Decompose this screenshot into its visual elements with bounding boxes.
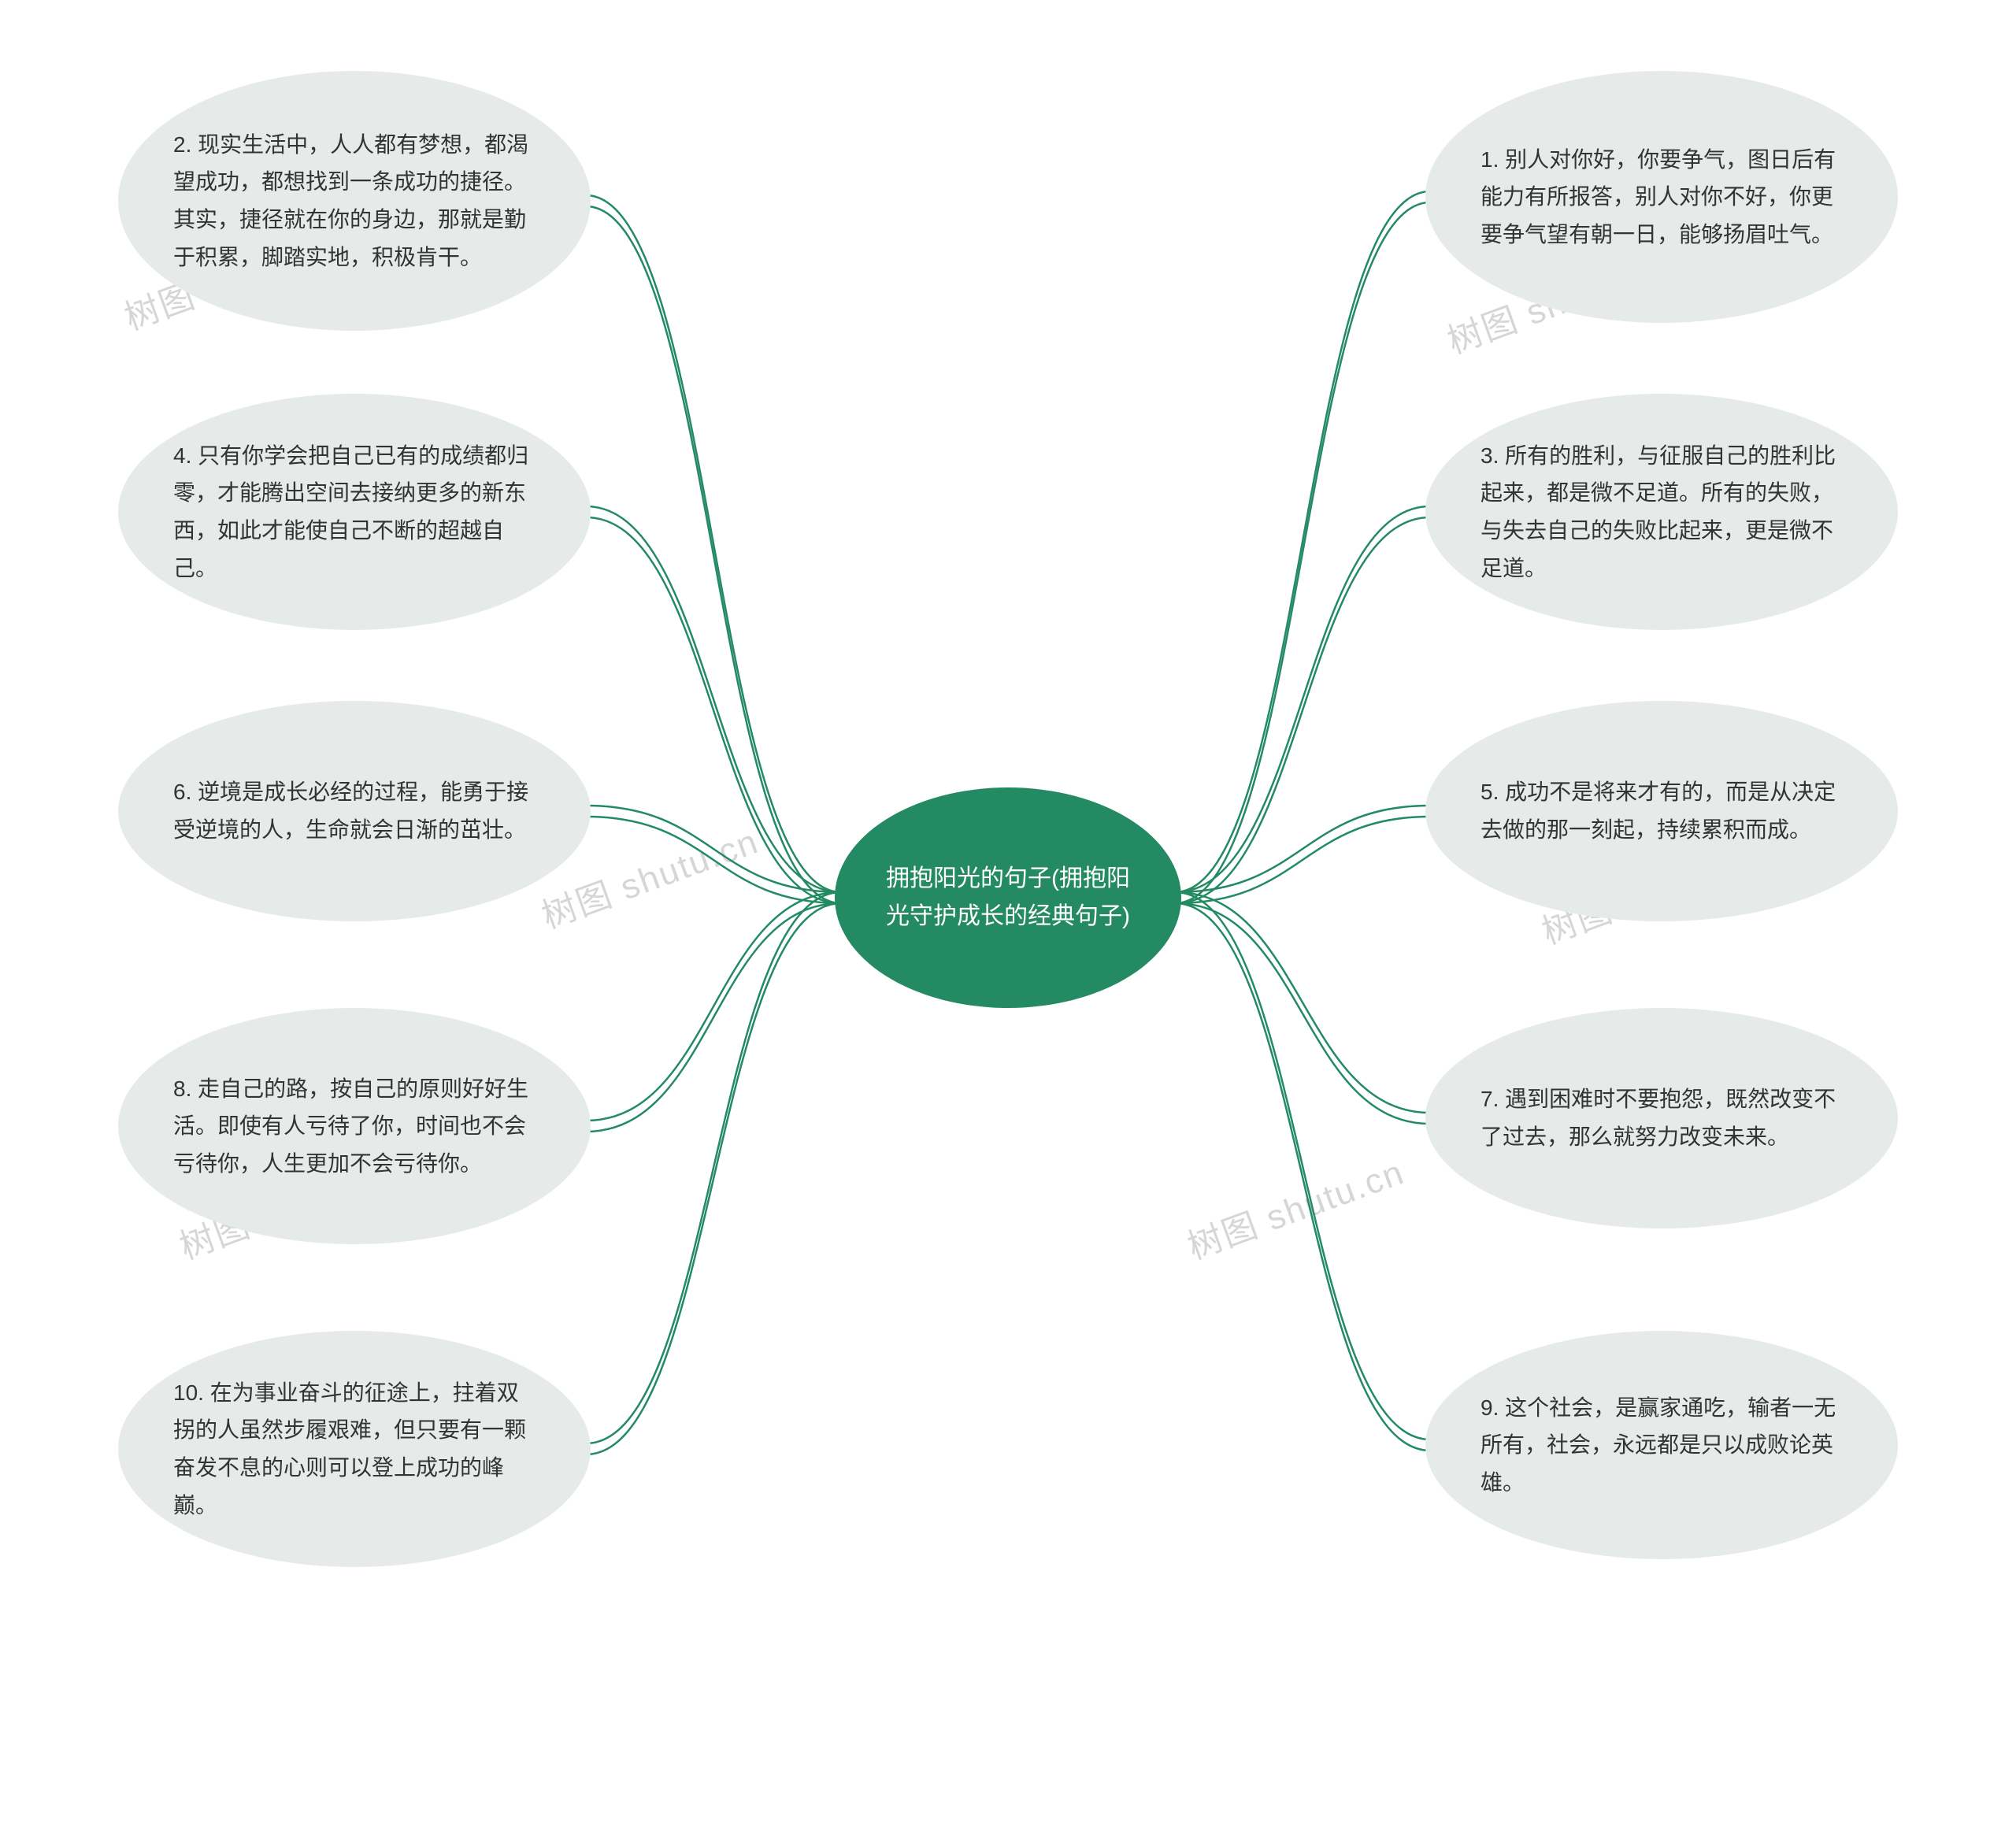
- leaf-node-right-2[interactable]: 5. 成功不是将来才有的，而是从决定去做的那一刻起，持续累积而成。: [1425, 701, 1898, 921]
- connector-right-1: [1175, 517, 1430, 903]
- mindmap-canvas: 拥抱阳光的句子(拥抱阳光守护成长的经典句子) 2. 现实生活中，人人都有梦想，都渴…: [0, 0, 2016, 1823]
- leaf-node-label: 2. 现实生活中，人人都有梦想，都渴望成功，都想找到一条成功的捷径。其实，捷径就…: [173, 126, 536, 276]
- center-node[interactable]: 拥抱阳光的句子(拥抱阳光守护成长的经典句子): [835, 787, 1181, 1008]
- leaf-node-right-1[interactable]: 3. 所有的胜利，与征服自己的胜利比起来，都是微不足道。所有的失败，与失去自己的…: [1425, 394, 1898, 630]
- leaf-node-right-0[interactable]: 1. 别人对你好，你要争气，图日后有能力有所报答，别人对你不好，你更要争气望有朝…: [1425, 71, 1898, 323]
- connector-right-0: [1175, 191, 1430, 892]
- connector-left-1: [586, 517, 841, 903]
- leaf-node-left-2[interactable]: 6. 逆境是成长必经的过程，能勇于接受逆境的人，生命就会日渐的茁壮。: [118, 701, 591, 921]
- leaf-node-label: 6. 逆境是成长必经的过程，能勇于接受逆境的人，生命就会日渐的茁壮。: [173, 773, 536, 848]
- leaf-node-label: 9. 这个社会，是赢家通吃，输者一无所有，社会，永远都是只以成败论英雄。: [1480, 1389, 1843, 1502]
- connector-left-4: [586, 903, 841, 1454]
- connector-left-4: [586, 892, 841, 1443]
- leaf-node-right-4[interactable]: 9. 这个社会，是赢家通吃，输者一无所有，社会，永远都是只以成败论英雄。: [1425, 1331, 1898, 1559]
- leaf-node-left-0[interactable]: 2. 现实生活中，人人都有梦想，都渴望成功，都想找到一条成功的捷径。其实，捷径就…: [118, 71, 591, 331]
- connector-right-4: [1175, 892, 1430, 1440]
- leaf-node-left-4[interactable]: 10. 在为事业奋斗的征途上，拄着双拐的人虽然步履艰难，但只要有一颗奋发不息的心…: [118, 1331, 591, 1567]
- connector-left-0: [586, 206, 841, 903]
- leaf-node-left-1[interactable]: 4. 只有你学会把自己已有的成绩都归零，才能腾出空间去接纳更多的新东西，如此才能…: [118, 394, 591, 630]
- leaf-node-left-3[interactable]: 8. 走自己的路，按自己的原则好好生活。即使有人亏待了你，时间也不会亏待你，人生…: [118, 1008, 591, 1244]
- connector-right-2: [1175, 806, 1430, 892]
- leaf-node-label: 10. 在为事业奋斗的征途上，拄着双拐的人虽然步履艰难，但只要有一颗奋发不息的心…: [173, 1374, 536, 1524]
- connector-left-2: [586, 817, 841, 903]
- connector-left-2: [586, 806, 841, 892]
- connector-left-3: [586, 903, 841, 1132]
- watermark: 树图 shutu.cn: [1180, 1144, 1410, 1269]
- leaf-node-label: 5. 成功不是将来才有的，而是从决定去做的那一刻起，持续累积而成。: [1480, 773, 1843, 848]
- connector-right-2: [1175, 817, 1430, 903]
- connector-right-3: [1175, 892, 1430, 1113]
- connector-right-0: [1175, 202, 1430, 903]
- leaf-node-right-3[interactable]: 7. 遇到困难时不要抱怨，既然改变不了过去，那么就努力改变未来。: [1425, 1008, 1898, 1228]
- leaf-node-label: 1. 别人对你好，你要争气，图日后有能力有所报答，别人对你不好，你更要争气望有朝…: [1480, 141, 1843, 254]
- leaf-node-label: 8. 走自己的路，按自己的原则好好生活。即使有人亏待了你，时间也不会亏待你，人生…: [173, 1070, 536, 1183]
- connector-left-0: [586, 195, 841, 892]
- center-node-label: 拥抱阳光的句子(拥抱阳光守护成长的经典句子): [882, 860, 1134, 936]
- connector-left-1: [586, 506, 841, 892]
- leaf-node-label: 3. 所有的胜利，与征服自己的胜利比起来，都是微不足道。所有的失败，与失去自己的…: [1480, 437, 1843, 587]
- leaf-node-label: 4. 只有你学会把自己已有的成绩都归零，才能腾出空间去接纳更多的新东西，如此才能…: [173, 437, 536, 587]
- connector-left-3: [586, 892, 841, 1121]
- leaf-node-label: 7. 遇到困难时不要抱怨，既然改变不了过去，那么就努力改变未来。: [1480, 1080, 1843, 1155]
- connector-right-4: [1175, 903, 1430, 1451]
- connector-right-1: [1175, 506, 1430, 892]
- connector-right-3: [1175, 903, 1430, 1124]
